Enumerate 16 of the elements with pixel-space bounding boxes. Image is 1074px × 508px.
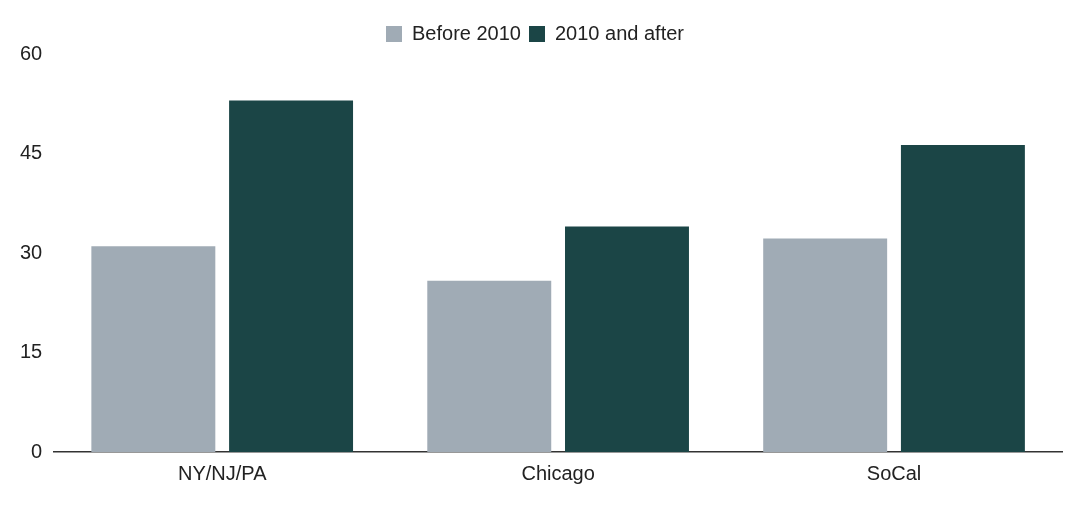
y-tick-label: 45 [20, 141, 43, 164]
bar [91, 246, 216, 452]
x-tick-label: Chicago [521, 461, 595, 484]
x-tick-label: SoCal [866, 461, 922, 484]
y-tick-label: 0 [31, 439, 43, 462]
y-tick-label: 60 [20, 41, 43, 64]
bar [900, 144, 1025, 452]
bar [763, 238, 888, 452]
legend-label: 2010 and after [554, 21, 685, 44]
x-tick-label: NY/NJ/PA [177, 461, 268, 484]
y-tick-label: 15 [20, 340, 43, 363]
bar [427, 280, 552, 452]
legend-label: Before 2010 [412, 21, 521, 44]
bar [565, 226, 689, 452]
y-tick-label: 30 [20, 240, 43, 263]
bar [229, 100, 354, 452]
